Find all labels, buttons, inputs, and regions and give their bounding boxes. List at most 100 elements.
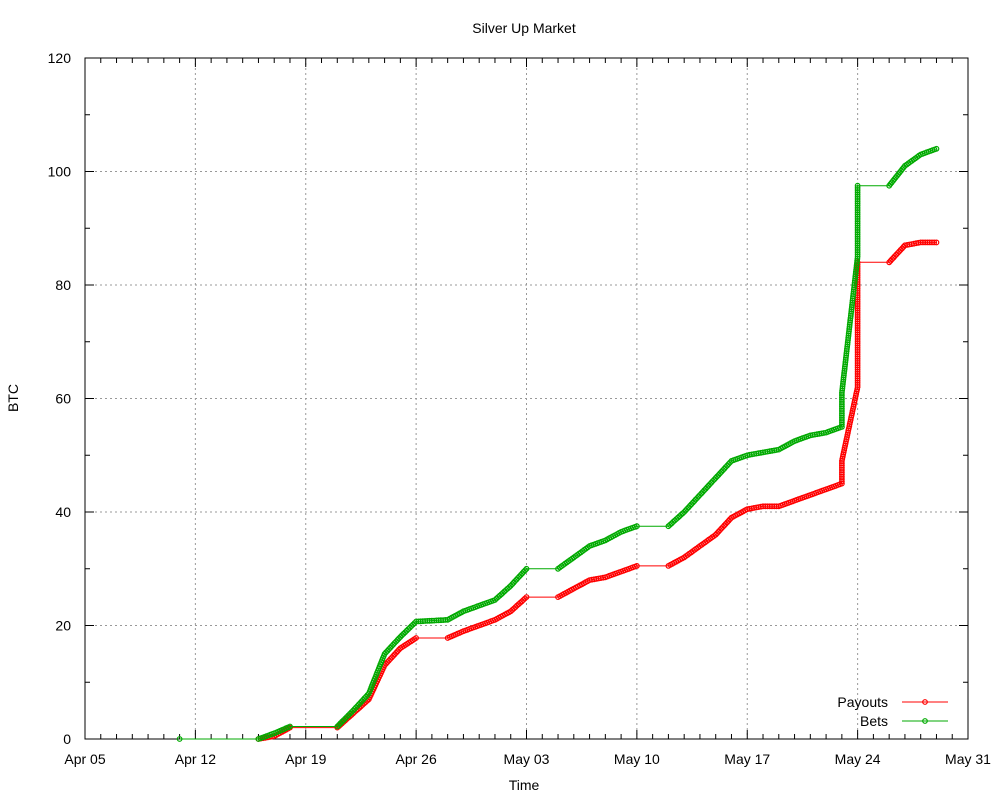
data-point	[388, 643, 395, 649]
x-tick-label: Apr 26	[396, 751, 437, 767]
data-point	[689, 499, 696, 506]
data-point	[522, 567, 528, 574]
data-point	[337, 720, 344, 727]
y-tick-label: 0	[63, 731, 71, 747]
data-point	[396, 635, 402, 642]
legend-label-payouts: Payouts	[837, 694, 888, 710]
data-point	[698, 490, 705, 497]
data-point	[717, 470, 723, 477]
data-point	[721, 522, 728, 529]
y-tick-label: 80	[55, 277, 71, 293]
legend: Payouts Bets	[837, 694, 948, 729]
data-point	[695, 493, 702, 500]
data-point	[509, 581, 516, 588]
data-point	[714, 473, 720, 480]
data-point	[347, 710, 353, 717]
data-point	[340, 717, 347, 724]
data-point	[506, 584, 513, 591]
y-tick-label: 120	[48, 50, 72, 66]
data-point	[348, 709, 355, 716]
data-point	[687, 502, 693, 509]
data-point	[512, 604, 519, 610]
data-point	[394, 637, 401, 643]
grid-lines	[85, 58, 968, 739]
data-point	[709, 478, 716, 484]
data-point	[712, 475, 719, 481]
y-tick-label: 100	[48, 164, 72, 180]
x-tick-label: Apr 12	[175, 751, 216, 767]
data-point	[358, 698, 365, 705]
y-tick-label: 40	[55, 504, 71, 520]
data-point	[724, 519, 731, 526]
axis-ticks	[84, 57, 969, 740]
chart-title: Silver Up Market	[472, 20, 576, 36]
series-line-payouts	[258, 241, 937, 740]
data-point	[386, 646, 392, 653]
series-bets	[176, 145, 940, 742]
data-point	[704, 484, 710, 491]
data-point	[393, 649, 400, 656]
data-point	[701, 487, 708, 494]
data-point	[383, 649, 389, 656]
y-tick-label: 20	[55, 618, 71, 634]
data-point	[634, 563, 640, 569]
data-point	[512, 578, 518, 584]
data-point	[718, 525, 725, 532]
data-point	[523, 594, 530, 600]
data-point	[897, 246, 904, 253]
legend-marker-payouts	[922, 699, 928, 705]
data-point	[353, 704, 359, 711]
data-point	[515, 575, 521, 581]
data-point	[343, 714, 350, 720]
data-point	[355, 701, 362, 708]
data-point	[712, 531, 719, 538]
data-point	[692, 496, 699, 503]
data-point	[406, 624, 413, 631]
data-point	[410, 621, 416, 628]
data-point	[854, 184, 861, 191]
data-point	[720, 467, 726, 474]
tick-labels: Apr 05 Apr 12 Apr 19 Apr 26 May 03 May 10 May …	[48, 50, 992, 767]
data-point	[634, 523, 640, 530]
data-point	[384, 659, 391, 665]
data-point	[854, 182, 861, 189]
data-point	[498, 591, 505, 598]
data-point	[684, 506, 690, 512]
x-tick-label: Apr 05	[64, 751, 105, 767]
data-point	[894, 250, 901, 256]
series-payouts	[255, 239, 940, 742]
x-tick-label: May 03	[504, 751, 550, 767]
data-point	[492, 597, 498, 603]
data-point	[933, 145, 940, 152]
series-layer	[176, 145, 940, 742]
data-point	[287, 723, 293, 730]
data-point	[390, 653, 397, 659]
x-tick-label: Apr 19	[285, 751, 326, 767]
data-point	[889, 256, 895, 263]
x-tick-label: May 24	[835, 751, 881, 767]
data-point	[413, 635, 420, 641]
x-tick-label: May 17	[724, 751, 770, 767]
data-point	[707, 481, 713, 488]
data-point	[361, 695, 368, 702]
data-point	[334, 723, 341, 730]
data-point	[886, 259, 893, 266]
data-point	[518, 598, 525, 605]
x-tick-label: May 10	[614, 751, 660, 767]
data-point	[176, 736, 183, 742]
x-axis-label: Time	[509, 777, 540, 793]
data-point	[345, 712, 352, 719]
data-point	[403, 627, 410, 634]
data-point	[523, 565, 530, 572]
data-point	[931, 239, 938, 246]
y-axis-label: BTC	[5, 384, 21, 412]
data-point	[675, 514, 681, 521]
data-point	[402, 629, 409, 636]
data-point	[350, 707, 357, 714]
legend-label-bets: Bets	[860, 713, 888, 729]
data-point	[715, 528, 722, 535]
data-point	[725, 461, 732, 467]
data-point	[520, 568, 527, 575]
